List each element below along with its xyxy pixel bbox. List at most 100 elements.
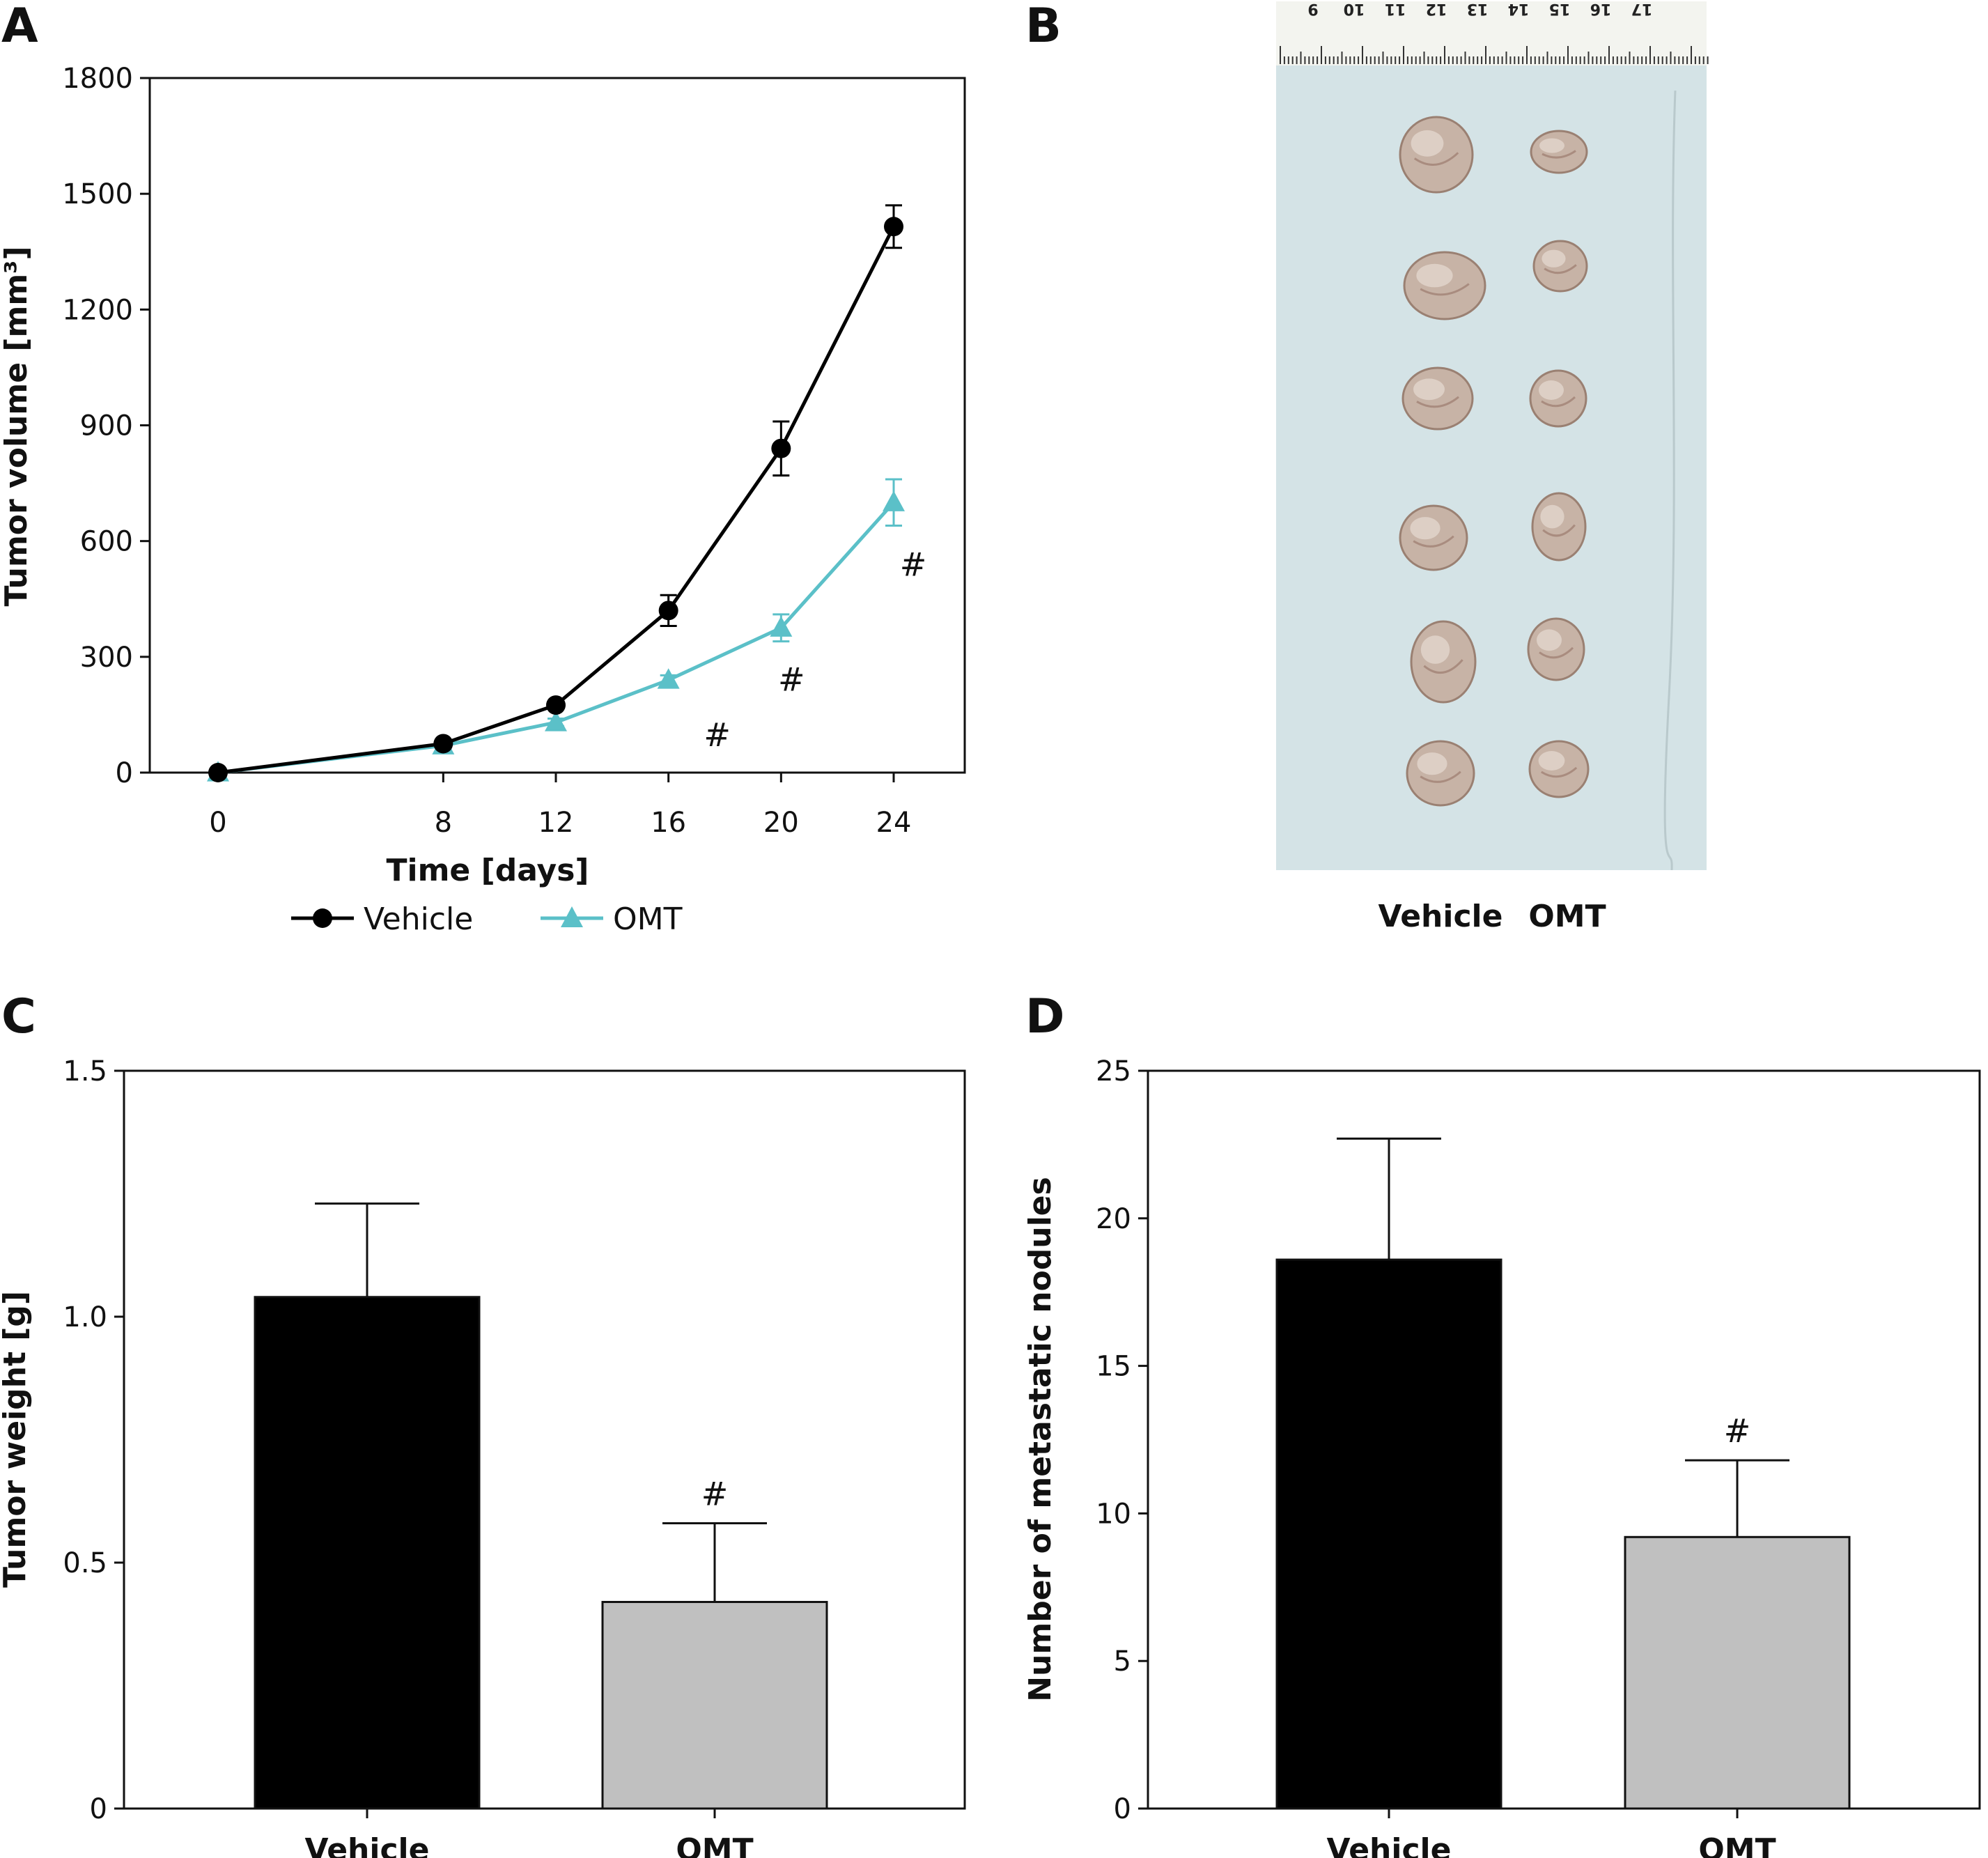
y-tick-label: 10 (1096, 1498, 1131, 1530)
ruler-number: 16 (1590, 0, 1612, 17)
panel-letter-d: D (1025, 989, 1064, 1044)
ruler-number: 11 (1385, 0, 1406, 17)
x-tick-label: 12 (538, 807, 574, 839)
data-point-vehicle (658, 601, 678, 621)
y-tick-label: 1500 (62, 178, 133, 210)
y-axis: 0 300 600 900 1200 1500 1800 (62, 63, 150, 789)
tumor-highlight (1539, 380, 1564, 400)
legend-label-omt: OMT (613, 901, 683, 937)
legend-marker-omt (561, 906, 583, 927)
y-tick-label: 0 (1114, 1793, 1131, 1825)
tumor-omt (1531, 492, 1587, 562)
y-tick-label: 0 (116, 757, 133, 789)
y-axis-title: Tumor weight [g] (0, 1291, 33, 1588)
tumor-omt (1528, 740, 1590, 798)
ruler-number: 10 (1344, 0, 1365, 17)
tumor-highlight (1411, 130, 1444, 157)
series-line-omt (217, 501, 895, 775)
tumor-fold (1420, 283, 1470, 296)
panel-letter-a: A (1, 0, 38, 54)
y-axis-title: Tumor volume [mm³] (0, 246, 34, 606)
tumor-fold (1423, 659, 1463, 674)
tumor-highlight (1413, 378, 1445, 401)
tumor-highlight (1539, 138, 1564, 153)
series-layer (207, 204, 905, 782)
tumor-omt (1532, 240, 1588, 293)
ruler-numbers: 9 10 11 12 13 14 15 16 17 (1307, 0, 1652, 17)
tumor-fold (1540, 766, 1578, 778)
data-point-omt (657, 668, 680, 689)
tumor-samples (1399, 116, 1590, 807)
photo-label-omt: OMT (1528, 899, 1606, 934)
y-tick-label: 1800 (62, 63, 133, 95)
x-axis-title: Time [days] (386, 853, 589, 888)
significance-mark: # (701, 1476, 729, 1513)
tumor-vehicle (1406, 740, 1475, 807)
photo-label-vehicle: Vehicle (1379, 899, 1503, 934)
x-tick-label: 16 (651, 807, 686, 839)
data-point-omt (770, 616, 793, 637)
legend-marker-vehicle (313, 908, 332, 928)
ruler-number: 14 (1508, 0, 1530, 17)
photo-background (1276, 1, 1707, 870)
tumor-highlight (1538, 751, 1565, 771)
y-tick-label: 5 (1114, 1646, 1131, 1678)
data-point-vehicle (208, 763, 228, 782)
bar-vehicle (254, 1296, 481, 1810)
ruler (1276, 1, 1707, 65)
y-tick-label: 0 (90, 1793, 107, 1825)
tumor-omt (1529, 369, 1587, 428)
x-tick-label: OMT (1698, 1832, 1776, 1858)
y-tick-label: 1.5 (63, 1055, 107, 1087)
tumor-vehicle (1403, 251, 1486, 320)
tumor-omt (1530, 130, 1588, 174)
tumor-fold (1542, 150, 1576, 159)
data-point-omt (545, 711, 567, 731)
y-tick-label: 900 (80, 410, 133, 442)
tumor-highlight (1537, 629, 1562, 651)
x-tick-label: OMT (676, 1832, 753, 1858)
tumor-fold (1541, 396, 1576, 408)
y-axis: 0 0.5 1.0 1.5 (63, 1055, 124, 1825)
y-tick-label: 0.5 (63, 1547, 107, 1579)
x-axis: 0 8 12 16 20 24 (209, 773, 911, 839)
tumor-fold (1544, 264, 1577, 274)
tumor-highlight (1420, 635, 1450, 664)
tumor-fold (1420, 771, 1461, 783)
significance-mark: # (704, 716, 731, 754)
y-axis: 0 5 10 15 20 25 (1096, 1055, 1148, 1825)
x-tick-label: 24 (876, 807, 912, 839)
ruler-number: 13 (1467, 0, 1489, 17)
tumor-highlight (1417, 752, 1447, 775)
x-tick-label: 0 (209, 807, 226, 839)
bar-omt (1624, 1535, 1851, 1810)
legend: Vehicle OMT (291, 901, 683, 937)
x-tick-label: Vehicle (305, 1832, 430, 1858)
data-point-omt (883, 490, 905, 511)
tumor-fold (1416, 396, 1459, 408)
tumor-omt (1527, 617, 1585, 681)
significance-mark: # (778, 660, 805, 698)
data-point-vehicle (433, 734, 453, 754)
ruler-number: 15 (1549, 0, 1571, 17)
legend-label-vehicle: Vehicle (364, 901, 473, 937)
significance-mark: # (1724, 1412, 1751, 1450)
x-tick-label: Vehicle (1327, 1832, 1452, 1858)
tumor-fold (1539, 647, 1574, 659)
data-point-vehicle (884, 217, 903, 237)
tumor-vehicle (1401, 366, 1474, 431)
panel-letter-b: B (1025, 0, 1062, 54)
y-tick-label: 25 (1096, 1055, 1131, 1087)
series-line-vehicle (217, 226, 896, 775)
significance-mark: # (900, 545, 927, 583)
paper-fold-line (1663, 90, 1677, 871)
bar-vehicle (1275, 1258, 1502, 1810)
tumor-highlight (1542, 249, 1566, 268)
y-tick-label: 20 (1096, 1203, 1131, 1235)
x-tick-label: 20 (763, 807, 799, 839)
ruler-number: 9 (1307, 0, 1318, 17)
tumor-vehicle (1399, 504, 1468, 571)
bars-layer: Vehicle OMT # (254, 1202, 828, 1858)
tumor-highlight (1540, 504, 1564, 529)
